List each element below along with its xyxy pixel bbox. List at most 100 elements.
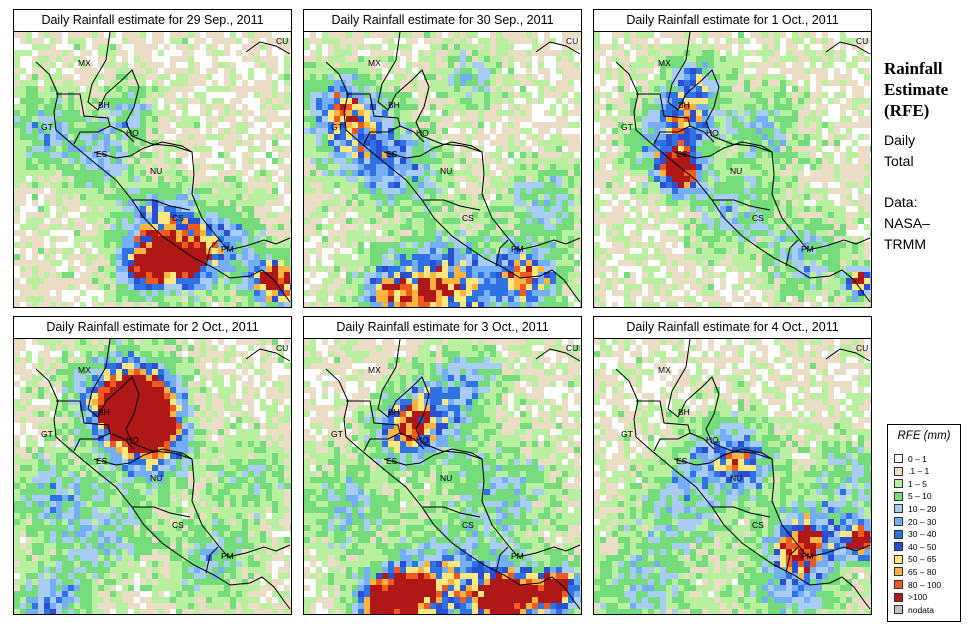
rainfall-map: MX BH GT HO ES NU CS PM CU	[594, 32, 871, 307]
country-label: BH	[388, 100, 400, 110]
country-label: NU	[730, 473, 742, 483]
legend-item: 1 – 5	[894, 478, 927, 489]
country-label: NU	[440, 166, 452, 176]
data-source-line: NASA–	[884, 215, 930, 231]
product-title-line: Rainfall	[884, 59, 943, 78]
rainfall-grid	[14, 339, 291, 614]
country-label: GT	[331, 122, 343, 132]
subtitle-line: Daily	[884, 132, 916, 148]
legend-item: 30 – 40	[894, 529, 936, 540]
legend-swatch	[894, 580, 903, 589]
country-label: PM	[511, 244, 524, 254]
country-label: HO	[416, 435, 429, 445]
country-label: GT	[621, 429, 633, 439]
country-label: HO	[416, 128, 429, 138]
rainfall-map-panel-6: Daily Rainfall estimate for 4 Oct., 2011…	[593, 316, 872, 615]
legend-item: 40 – 50	[894, 541, 936, 552]
rainfall-map: MX BH GT HO ES NU CS PM CU	[14, 32, 291, 307]
product-title: Rainfall Estimate (RFE)	[884, 58, 966, 121]
country-label: ES	[96, 456, 108, 466]
product-title-line: (RFE)	[884, 101, 930, 120]
product-title-line: Estimate	[884, 80, 949, 99]
country-label: NU	[440, 473, 452, 483]
country-label: GT	[41, 122, 53, 132]
coastline-borders	[615, 339, 871, 610]
legend-swatch	[894, 605, 903, 615]
country-label: CS	[172, 520, 184, 530]
legend-swatch	[894, 567, 903, 577]
legend-label: .1 – 1	[908, 466, 930, 477]
legend-swatch	[894, 504, 903, 514]
coastline-borders	[325, 32, 581, 303]
country-label: PM	[511, 551, 524, 561]
country-label: BH	[98, 407, 110, 417]
country-label: HO	[706, 128, 719, 138]
subtitle-line: Total	[884, 153, 914, 169]
country-label: GT	[621, 122, 633, 132]
legend-item: 65 – 80	[894, 566, 936, 577]
legend-label: >100	[908, 592, 928, 603]
legend-swatch	[894, 542, 903, 552]
coastline-borders	[615, 32, 871, 303]
country-label: MX	[368, 58, 381, 68]
data-source-line: Data:	[884, 194, 918, 210]
country-label: CS	[752, 520, 764, 530]
legend-swatch	[894, 529, 903, 539]
country-label: NU	[730, 166, 742, 176]
country-label: ES	[386, 149, 398, 159]
legend-swatch	[894, 517, 903, 526]
country-label: CU	[856, 343, 868, 353]
country-label: MX	[658, 58, 671, 68]
country-label: PM	[801, 244, 814, 254]
legend-swatch	[894, 554, 903, 564]
country-label: CS	[462, 520, 474, 530]
country-label: HO	[706, 435, 719, 445]
country-label: CU	[856, 36, 868, 46]
legend-label: 20 – 30	[908, 516, 937, 527]
country-label: PM	[801, 551, 814, 561]
legend-title: RFE (mm)	[897, 430, 951, 442]
country-label: CU	[276, 343, 288, 353]
rainfall-map-panel-5: Daily Rainfall estimate for 3 Oct., 2011…	[303, 316, 582, 615]
rainfall-map-panel-3: Daily Rainfall estimate for 1 Oct., 2011…	[593, 9, 872, 308]
rainfall-map-panel-2: Daily Rainfall estimate for 30 Sep., 201…	[303, 9, 582, 308]
country-label: PM	[221, 244, 234, 254]
coastline-borders	[35, 339, 291, 610]
country-label: GT	[331, 429, 343, 439]
rainfall-map-panel-4: Daily Rainfall estimate for 2 Oct., 2011…	[13, 316, 292, 615]
panel-title: Daily Rainfall estimate for 1 Oct., 2011	[594, 10, 871, 32]
data-source: Data: NASA– TRMM	[884, 192, 966, 255]
country-label: HO	[126, 435, 139, 445]
coastline-borders	[35, 32, 291, 303]
data-source-line: TRMM	[884, 236, 926, 252]
country-label: CS	[172, 213, 184, 223]
country-label: GT	[41, 429, 53, 439]
country-label: ES	[386, 456, 398, 466]
rainfall-grid	[594, 339, 871, 614]
legend-item: .1 – 1	[894, 466, 929, 477]
legend-label: 0 – 1	[908, 453, 927, 464]
legend-item: 5 – 10	[894, 491, 932, 502]
panel-title: Daily Rainfall estimate for 3 Oct., 2011	[304, 317, 581, 339]
legend-label: 50 – 65	[908, 554, 937, 565]
legend-item: nodata	[894, 604, 934, 615]
legend-item: 20 – 30	[894, 516, 936, 527]
country-label: BH	[388, 407, 400, 417]
legend-label: 1 – 5	[908, 478, 927, 489]
country-label: NU	[150, 473, 162, 483]
country-label: HO	[126, 128, 139, 138]
legend-label: 80 – 100	[908, 579, 942, 590]
country-label: MX	[78, 365, 91, 375]
rainfall-grid	[594, 32, 871, 307]
legend-label: 5 – 10	[908, 491, 932, 502]
country-label: BH	[678, 100, 690, 110]
rainfall-map: MX BH GT HO ES NU CS PM CU	[304, 339, 581, 614]
rainfall-grid	[304, 32, 581, 307]
legend-label: 65 – 80	[908, 566, 937, 577]
legend-item: 10 – 20	[894, 503, 936, 514]
country-label: PM	[221, 551, 234, 561]
country-label: ES	[676, 456, 688, 466]
legend-label: nodata	[908, 604, 934, 615]
product-subtitle: Daily Total	[884, 130, 966, 172]
